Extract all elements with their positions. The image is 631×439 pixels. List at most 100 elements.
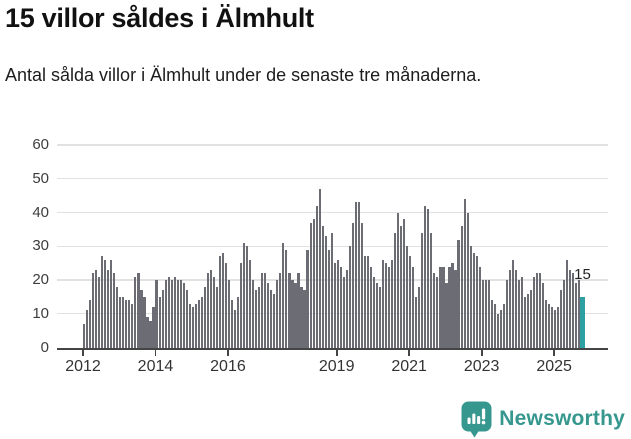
- bar: [412, 266, 415, 348]
- bar: [545, 300, 548, 348]
- bar: [333, 263, 336, 348]
- bar: [363, 256, 366, 348]
- bar: [448, 266, 451, 348]
- newsworthy-logo[interactable]: Newsworthy: [461, 400, 625, 438]
- bar: [578, 280, 581, 348]
- y-axis-label-30: 30: [32, 237, 49, 255]
- bar: [342, 276, 345, 348]
- bar: [240, 263, 243, 348]
- bar: [569, 269, 572, 348]
- x-axis-label-2025: 2025: [536, 358, 572, 375]
- bar: [110, 259, 113, 348]
- bar: [454, 269, 457, 348]
- bar: [285, 249, 288, 348]
- bar: [523, 296, 527, 348]
- bar: [421, 232, 424, 348]
- bar: [318, 188, 321, 348]
- bar: [89, 300, 92, 348]
- bar: [92, 273, 95, 348]
- bar: [451, 263, 454, 348]
- x-axis-label-2023: 2023: [463, 358, 500, 375]
- bar: [273, 293, 276, 348]
- bar: [502, 303, 505, 348]
- bar: [366, 256, 370, 348]
- bar: [230, 300, 234, 348]
- x-axis-label-2014: 2014: [137, 358, 174, 375]
- bar: [261, 273, 264, 348]
- bar: [291, 280, 294, 348]
- bar: [258, 286, 261, 348]
- bar: [267, 283, 270, 348]
- bar: [218, 256, 222, 348]
- bar: [539, 273, 542, 348]
- bar: [330, 232, 333, 348]
- bar: [176, 280, 179, 348]
- bar: [152, 307, 155, 348]
- bar: [442, 266, 445, 348]
- bar: [484, 280, 487, 348]
- bar: [436, 276, 439, 348]
- bar: [107, 269, 110, 348]
- bar: [348, 246, 351, 348]
- bar: [406, 246, 409, 348]
- bar: [288, 273, 291, 348]
- bar: [227, 280, 231, 348]
- brand-name: Newsworthy: [499, 407, 625, 430]
- bar: [155, 280, 158, 348]
- bar: [575, 283, 578, 348]
- bar: [306, 249, 309, 348]
- bar: [357, 202, 360, 348]
- bar: [493, 303, 496, 348]
- bar: [116, 286, 119, 348]
- x-axis-tick-2019: [335, 350, 338, 356]
- bar: [158, 296, 161, 348]
- bar: [134, 276, 137, 348]
- bar: [264, 273, 267, 348]
- bar: [309, 222, 312, 348]
- bar: [128, 300, 131, 348]
- bar: [98, 276, 101, 348]
- bar: [490, 300, 493, 348]
- bar: [86, 310, 89, 348]
- bar: [297, 273, 300, 348]
- bar: [572, 273, 575, 348]
- bar: [563, 280, 566, 348]
- bar: [505, 280, 508, 348]
- bar: [212, 276, 215, 348]
- bar: [101, 256, 104, 348]
- bar: [381, 259, 385, 348]
- bar: [95, 269, 98, 348]
- x-axis-label-2016: 2016: [210, 358, 246, 375]
- bar: [185, 290, 188, 348]
- chart-title: 15 villor såldes i Älmhult: [5, 3, 314, 33]
- bar: [188, 303, 191, 348]
- bar: [282, 242, 285, 348]
- bar: [526, 293, 530, 348]
- bar: [375, 283, 379, 348]
- bar: [252, 280, 255, 348]
- bar: [203, 286, 206, 348]
- x-axis-tick-2025: [553, 350, 556, 356]
- bar: [122, 296, 125, 348]
- bar: [508, 269, 511, 348]
- x-axis-tick-2012: [82, 350, 84, 356]
- x-axis-tick-2014: [154, 350, 157, 356]
- bar: [457, 239, 460, 348]
- bar: [430, 232, 433, 348]
- bar: [173, 276, 176, 348]
- bar: [542, 283, 545, 348]
- bar: [460, 226, 463, 348]
- x-axis-line: [57, 347, 608, 351]
- bar: [215, 286, 219, 348]
- bar: [339, 266, 342, 348]
- bar: [514, 269, 517, 348]
- bar: [360, 222, 363, 348]
- bar-chart: 15 0 10 20 30 40 50 60 2012 2014 2016 2019 2021 2023…: [0, 136, 631, 390]
- bar: [487, 280, 490, 348]
- bar: [191, 307, 194, 348]
- gridline-40: [57, 211, 608, 214]
- bar: [113, 273, 116, 348]
- bar: [336, 259, 339, 348]
- bar: [439, 266, 442, 348]
